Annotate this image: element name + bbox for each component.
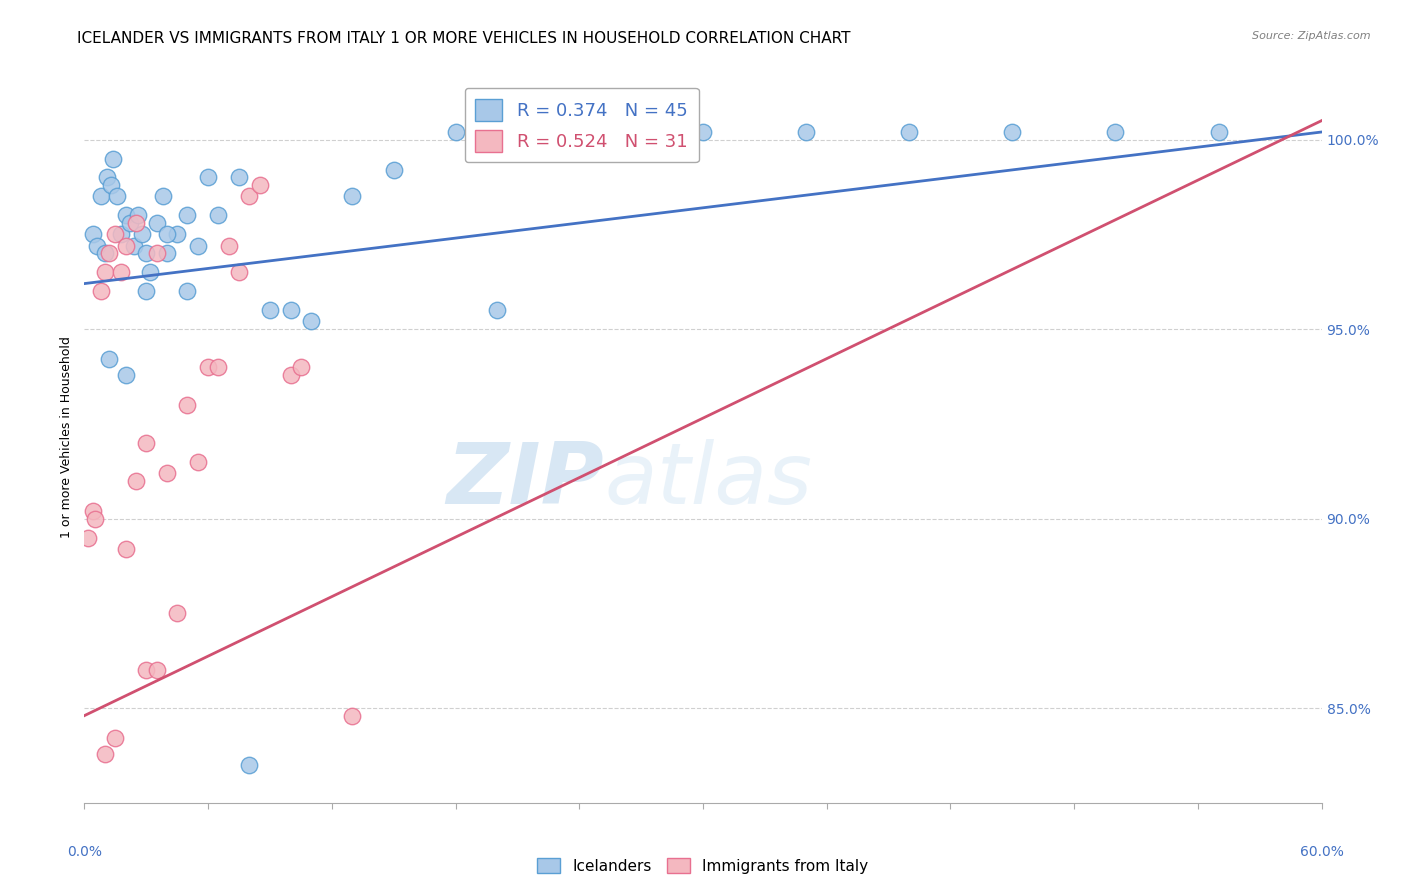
Point (299, 314, 322, 328)
Point (176, 208, 198, 222)
Point (228, 265, 250, 279)
Point (166, 227, 188, 242)
Point (382, 162, 405, 177)
Point (1001, 125, 1024, 139)
Point (118, 216, 141, 230)
Point (342, 189, 364, 203)
Point (238, 758, 260, 772)
Point (83, 511, 105, 525)
Text: Source: ZipAtlas.com: Source: ZipAtlas.com (1253, 31, 1371, 41)
Point (259, 303, 281, 318)
Point (1104, 125, 1126, 139)
Point (103, 152, 125, 166)
Point (145, 216, 167, 230)
Point (100, 178, 122, 192)
Point (197, 359, 219, 374)
Point (187, 455, 209, 469)
Point (228, 170, 250, 185)
Point (98, 246, 121, 260)
Point (589, 125, 612, 139)
Point (110, 227, 132, 242)
Point (86, 238, 108, 252)
Point (156, 466, 179, 480)
Point (94, 265, 117, 279)
Point (249, 178, 271, 192)
Point (197, 170, 219, 185)
Point (139, 265, 162, 279)
Point (238, 189, 260, 203)
Point (187, 238, 209, 252)
Point (156, 227, 179, 242)
Point (96, 170, 118, 185)
Point (290, 359, 312, 374)
Point (898, 125, 921, 139)
Point (692, 125, 714, 139)
Text: ICELANDER VS IMMIGRANTS FROM ITALY 1 OR MORE VEHICLES IN HOUSEHOLD CORRELATION C: ICELANDER VS IMMIGRANTS FROM ITALY 1 OR … (77, 31, 851, 46)
Point (125, 216, 148, 230)
Point (90, 284, 112, 298)
Point (135, 435, 157, 450)
Point (485, 303, 508, 318)
Point (122, 238, 145, 252)
Point (207, 208, 229, 222)
Point (166, 607, 188, 621)
Point (794, 125, 817, 139)
Point (82, 504, 104, 518)
Point (104, 227, 127, 242)
Point (114, 368, 136, 382)
Point (152, 189, 174, 203)
Point (145, 246, 167, 260)
Point (156, 246, 179, 260)
Text: 60.0%: 60.0% (1299, 846, 1344, 859)
Legend: Icelanders, Immigrants from Italy: Icelanders, Immigrants from Italy (531, 852, 875, 880)
Point (145, 663, 167, 677)
Text: ZIP: ZIP (446, 440, 605, 523)
Point (280, 303, 302, 318)
Point (135, 663, 157, 677)
Point (444, 125, 467, 139)
Point (90, 189, 112, 203)
Point (105, 189, 128, 203)
Point (127, 208, 149, 222)
Point (98, 352, 121, 367)
Point (207, 359, 229, 374)
Point (77, 531, 100, 545)
Point (131, 227, 153, 242)
Point (125, 474, 148, 488)
Point (114, 238, 136, 252)
Point (342, 708, 364, 723)
Point (114, 208, 136, 222)
Point (135, 246, 157, 260)
Y-axis label: 1 or more Vehicles in Household: 1 or more Vehicles in Household (60, 336, 73, 538)
Point (176, 284, 198, 298)
Point (135, 284, 157, 298)
Text: atlas: atlas (605, 440, 813, 523)
Point (94, 747, 117, 761)
Point (280, 368, 302, 382)
Point (176, 398, 198, 412)
Point (1208, 125, 1230, 139)
Point (218, 238, 240, 252)
Point (114, 541, 136, 556)
Point (94, 246, 117, 260)
Point (82, 227, 104, 242)
Point (104, 731, 127, 746)
Point (110, 265, 132, 279)
Text: 0.0%: 0.0% (67, 846, 101, 859)
Legend: R = 0.374   N = 45, R = 0.524   N = 31: R = 0.374 N = 45, R = 0.524 N = 31 (464, 87, 699, 162)
